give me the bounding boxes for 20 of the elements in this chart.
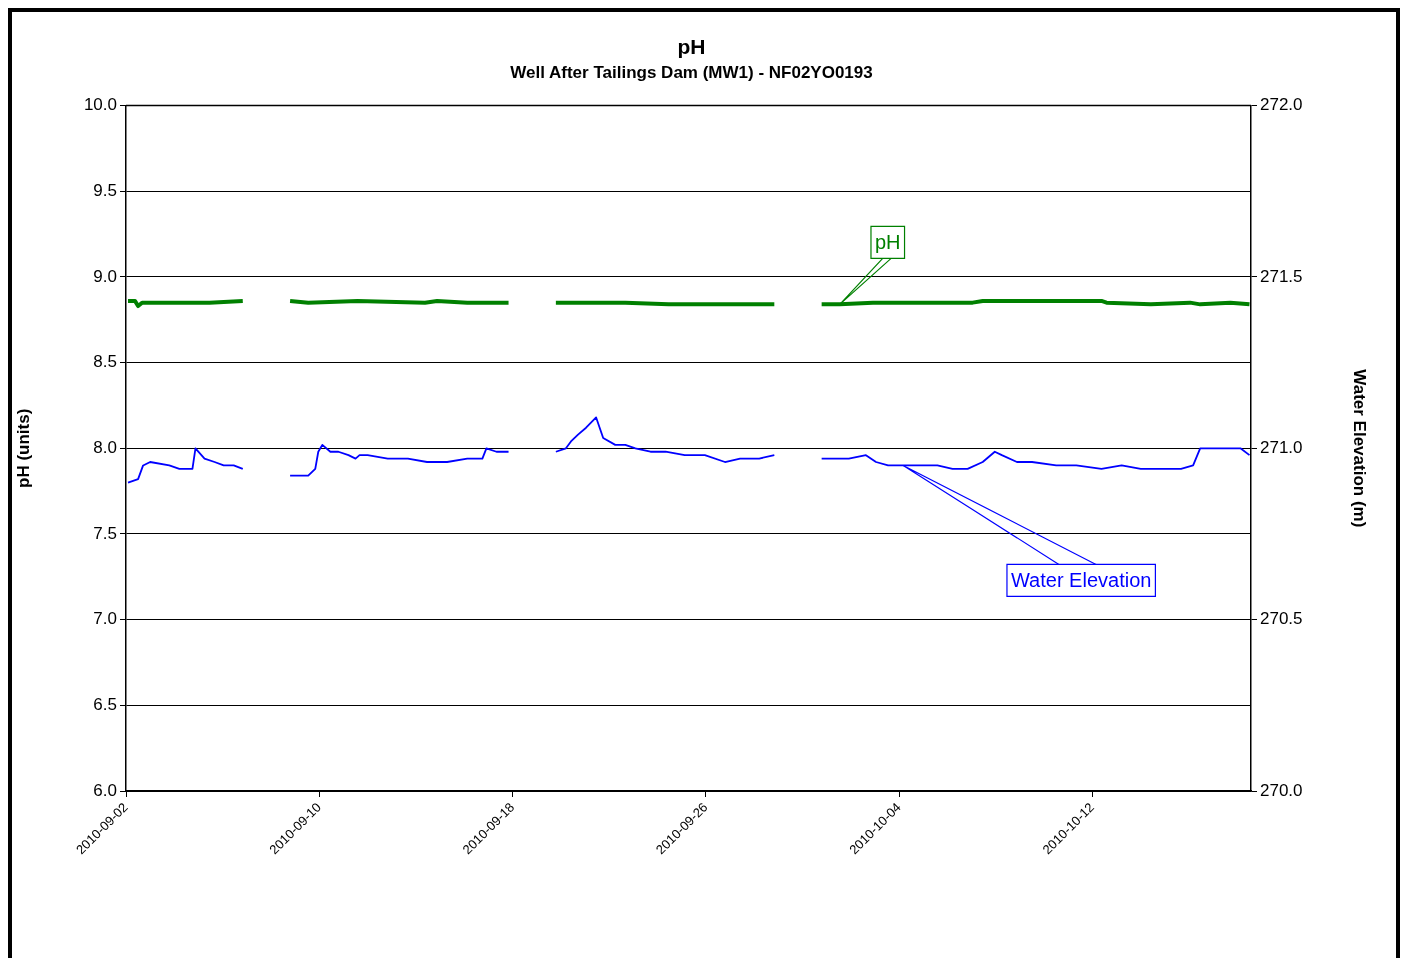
y-tick-label: 9.5 [93,180,117,200]
chart-title: pH [677,35,706,59]
y-tick-label: 7.5 [93,523,117,543]
y2-tick-label: 270.5 [1260,609,1303,629]
text: Water Elevation [1010,568,1152,591]
y2-tick-label: 271.5 [1260,266,1303,286]
y-axis-title: pH (units) [13,408,33,488]
y-tick-label: 6.5 [93,695,117,715]
y-tick-label: 9.0 [93,266,117,286]
y-tick-label: 8.5 [93,352,117,372]
y2-tick-label: 270.0 [1260,780,1303,800]
text: pH [874,230,901,253]
y2-tick-label: 272.0 [1260,95,1303,115]
y-tick-label: 7.0 [93,609,117,629]
y-tick-label: 8.0 [93,437,117,457]
y2-tick-label: 271.0 [1260,437,1303,457]
y2-axis-title: Water Elevation (m) [1350,369,1370,528]
chart-subtitle: Well After Tailings Dam (MW1) - NF02YO0193 [510,63,873,83]
y-tick-label: 6.0 [93,780,117,800]
y-tick-label: 10.0 [83,95,117,115]
